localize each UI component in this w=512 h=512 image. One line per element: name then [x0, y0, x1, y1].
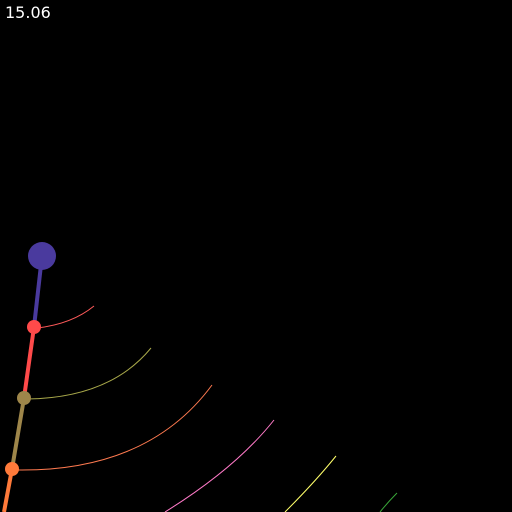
trail-arc-2 — [26, 347, 152, 400]
pivot-bob[interactable] — [28, 242, 56, 270]
rod-2 — [22, 326, 36, 399]
trail-arc-4 — [164, 419, 275, 512]
trail-arc-3 — [15, 384, 213, 471]
node-3[interactable] — [5, 462, 19, 476]
node-1[interactable] — [27, 320, 41, 334]
rod-3 — [10, 397, 26, 470]
node-2[interactable] — [17, 391, 31, 405]
trail-arc-6 — [379, 492, 398, 512]
rod-4 — [2, 468, 14, 512]
trail-arc-1 — [36, 305, 95, 329]
trail-arc-5 — [284, 455, 337, 512]
timer-readout: 15.06 — [5, 3, 51, 22]
